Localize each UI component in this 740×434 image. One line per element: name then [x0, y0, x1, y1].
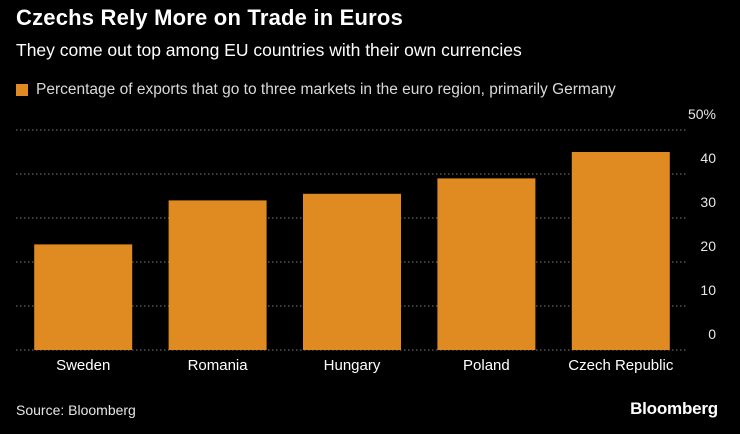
x-tick-label-romania: Romania: [188, 357, 249, 374]
bar-romania: [168, 200, 267, 350]
y-tick-label-50: 50%: [688, 106, 716, 122]
legend-label: Percentage of exports that go to three m…: [36, 81, 616, 98]
y-tick-label-40: 40: [700, 150, 716, 166]
source-note: Source: Bloomberg: [16, 402, 136, 418]
y-tick-label-30: 30: [700, 194, 716, 210]
y-tick-label-10: 10: [700, 282, 716, 298]
x-tick-label-hungary: Hungary: [324, 357, 381, 374]
chart-title: Czechs Rely More on Trade in Euros: [16, 5, 404, 30]
x-tick-label-czech-republic: Czech Republic: [568, 357, 674, 374]
bar-poland: [437, 178, 536, 350]
bar-sweden: [34, 244, 133, 350]
bar-czech-republic: [571, 152, 670, 350]
legend-swatch: [16, 84, 28, 96]
x-tick-label-sweden: Sweden: [56, 357, 110, 374]
chart-subtitle: They come out top among EU countries wit…: [16, 40, 522, 60]
x-tick-label-poland: Poland: [463, 357, 510, 374]
y-tick-label-0: 0: [708, 326, 716, 342]
y-tick-label-20: 20: [700, 238, 716, 254]
bloomberg-logo: Bloomberg: [630, 399, 718, 418]
bar-hungary: [303, 193, 401, 350]
legend: Percentage of exports that go to three m…: [16, 81, 616, 99]
